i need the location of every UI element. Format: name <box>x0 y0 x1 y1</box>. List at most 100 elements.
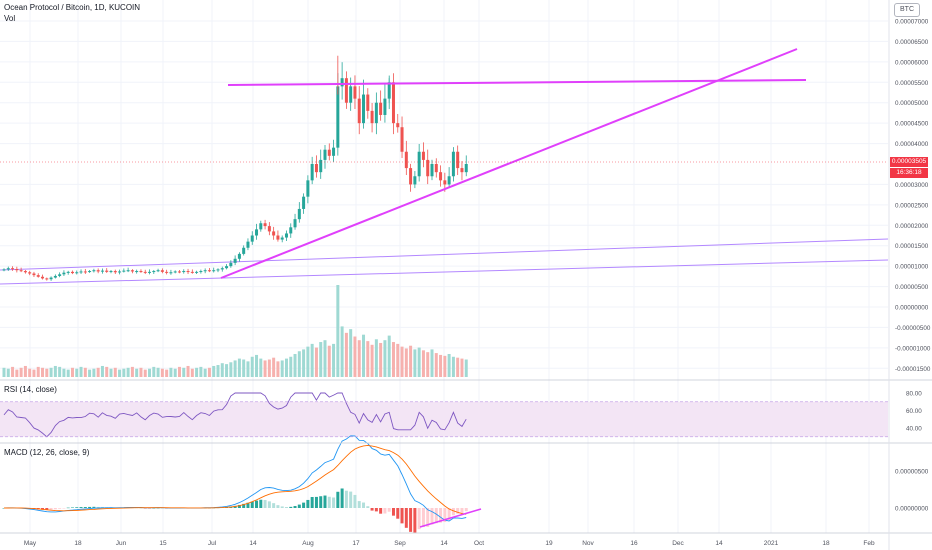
macd-histogram-bar <box>456 508 460 514</box>
candle-body <box>276 235 280 240</box>
macd-histogram-bar <box>426 508 430 527</box>
volume-bar <box>41 367 45 377</box>
rsi-band <box>0 401 888 437</box>
volume-bar <box>169 367 173 377</box>
time-tick-label: 18 <box>74 540 82 547</box>
candle-body <box>336 86 340 148</box>
candle-body <box>165 271 169 273</box>
volume-bar <box>259 358 263 377</box>
volume-bar <box>421 350 425 377</box>
macd-trendline[interactable] <box>419 508 482 528</box>
macd-histogram-bar <box>280 506 284 508</box>
candle-body <box>36 275 40 277</box>
price-axis[interactable]: 0.00007000 0.00006500 0.00006000 0.00005500… <box>888 0 931 550</box>
volume-bar <box>426 352 430 377</box>
channel-upper-line <box>0 238 889 271</box>
candle-body <box>118 271 122 273</box>
currency-badge[interactable]: BTC <box>894 3 920 17</box>
macd-axis[interactable]: 0.00000500 0.00000000 <box>895 469 929 513</box>
volume-bar <box>349 329 353 377</box>
macd-histogram-bar <box>297 504 301 508</box>
volume-bar <box>19 367 23 377</box>
volume-bar <box>182 367 186 377</box>
volume-bar <box>92 368 96 377</box>
volume-bar <box>96 367 100 377</box>
candle-series[interactable] <box>2 55 468 281</box>
candle-body <box>58 274 62 276</box>
macd-histogram-bar <box>53 508 57 510</box>
volume-bar <box>75 368 79 377</box>
candle-body <box>53 275 57 278</box>
volume-bar <box>323 340 327 377</box>
candle-body <box>233 258 237 263</box>
volume-bar <box>293 354 297 377</box>
candle-body <box>126 270 130 272</box>
macd-histogram-bar <box>92 506 96 508</box>
macd-histogram-bar <box>370 508 374 511</box>
price-tick-label: 0.00006500 <box>895 39 929 46</box>
candle-body <box>135 271 139 273</box>
volume-bar <box>280 360 284 377</box>
volume-bar <box>302 349 306 377</box>
drawing-layer[interactable] <box>0 238 889 285</box>
time-tick-label: Sep <box>394 540 406 547</box>
volume-bar <box>443 355 447 377</box>
volume-bar <box>88 369 92 377</box>
price-tick-label: -0.00001500 <box>895 366 931 373</box>
macd-label: MACD (12, 26, close, 9) <box>4 448 90 457</box>
candle-body <box>344 78 348 103</box>
volume-bar <box>430 349 434 377</box>
time-axis[interactable]: May 18 Jun 15 Jul 14 Aug 17 Sep 14 Oct 19 Nov 16 Dec 14… <box>24 540 875 547</box>
macd-trendline-line <box>419 508 482 528</box>
price-tick-label: -0.00001000 <box>895 345 931 352</box>
volume-bar <box>216 365 220 377</box>
candle-body <box>349 86 353 103</box>
candle-body <box>400 127 404 152</box>
candle-body <box>66 271 70 273</box>
price-tick-label: 0.00000500 <box>895 284 929 291</box>
candle-body <box>391 82 395 124</box>
volume-bar <box>152 366 156 377</box>
volume-bar <box>177 366 181 377</box>
macd-histogram-bar <box>237 504 241 508</box>
macd-histogram-bar <box>413 508 417 533</box>
candle-body <box>357 98 361 124</box>
volume-bar <box>156 367 160 377</box>
candle-body <box>207 270 211 272</box>
channel-lower-line <box>0 259 889 285</box>
candle-body <box>314 164 318 173</box>
candle-body <box>173 271 177 273</box>
rsi-axis[interactable]: 80.00 60.00 40.00 <box>0 391 922 438</box>
candle-body <box>460 168 464 173</box>
candle-body <box>404 151 408 169</box>
candle-body <box>280 237 284 240</box>
macd-histogram-bar <box>421 508 425 528</box>
volume-bar <box>319 342 323 377</box>
macd-histogram-bar <box>374 508 378 512</box>
volume-bar <box>207 367 211 377</box>
volume-bar <box>306 346 310 377</box>
macd-histogram-bar <box>353 494 357 508</box>
candle-body <box>430 164 434 177</box>
candle-body <box>220 268 224 270</box>
candle-body <box>443 180 447 185</box>
candle-body <box>45 278 49 280</box>
volume-bar <box>2 367 6 377</box>
volume-bars <box>2 285 468 377</box>
macd-histogram-bar <box>293 506 297 508</box>
volume-bar <box>237 358 241 377</box>
rsi-tick-label: 60.00 <box>906 408 922 415</box>
price-tick-label: 0.00001000 <box>895 264 929 271</box>
pane-separators[interactable] <box>0 379 932 534</box>
candle-body <box>32 273 36 276</box>
volume-bar <box>340 326 344 377</box>
volume-bar <box>246 361 250 377</box>
macd-histogram-bar <box>263 500 267 508</box>
macd-histogram-bar <box>434 508 438 524</box>
candle-body <box>302 196 306 209</box>
volume-bar <box>404 348 408 377</box>
macd-histogram-bar <box>310 497 314 508</box>
trendline-layer[interactable] <box>0 48 888 279</box>
candle-body <box>417 151 421 177</box>
